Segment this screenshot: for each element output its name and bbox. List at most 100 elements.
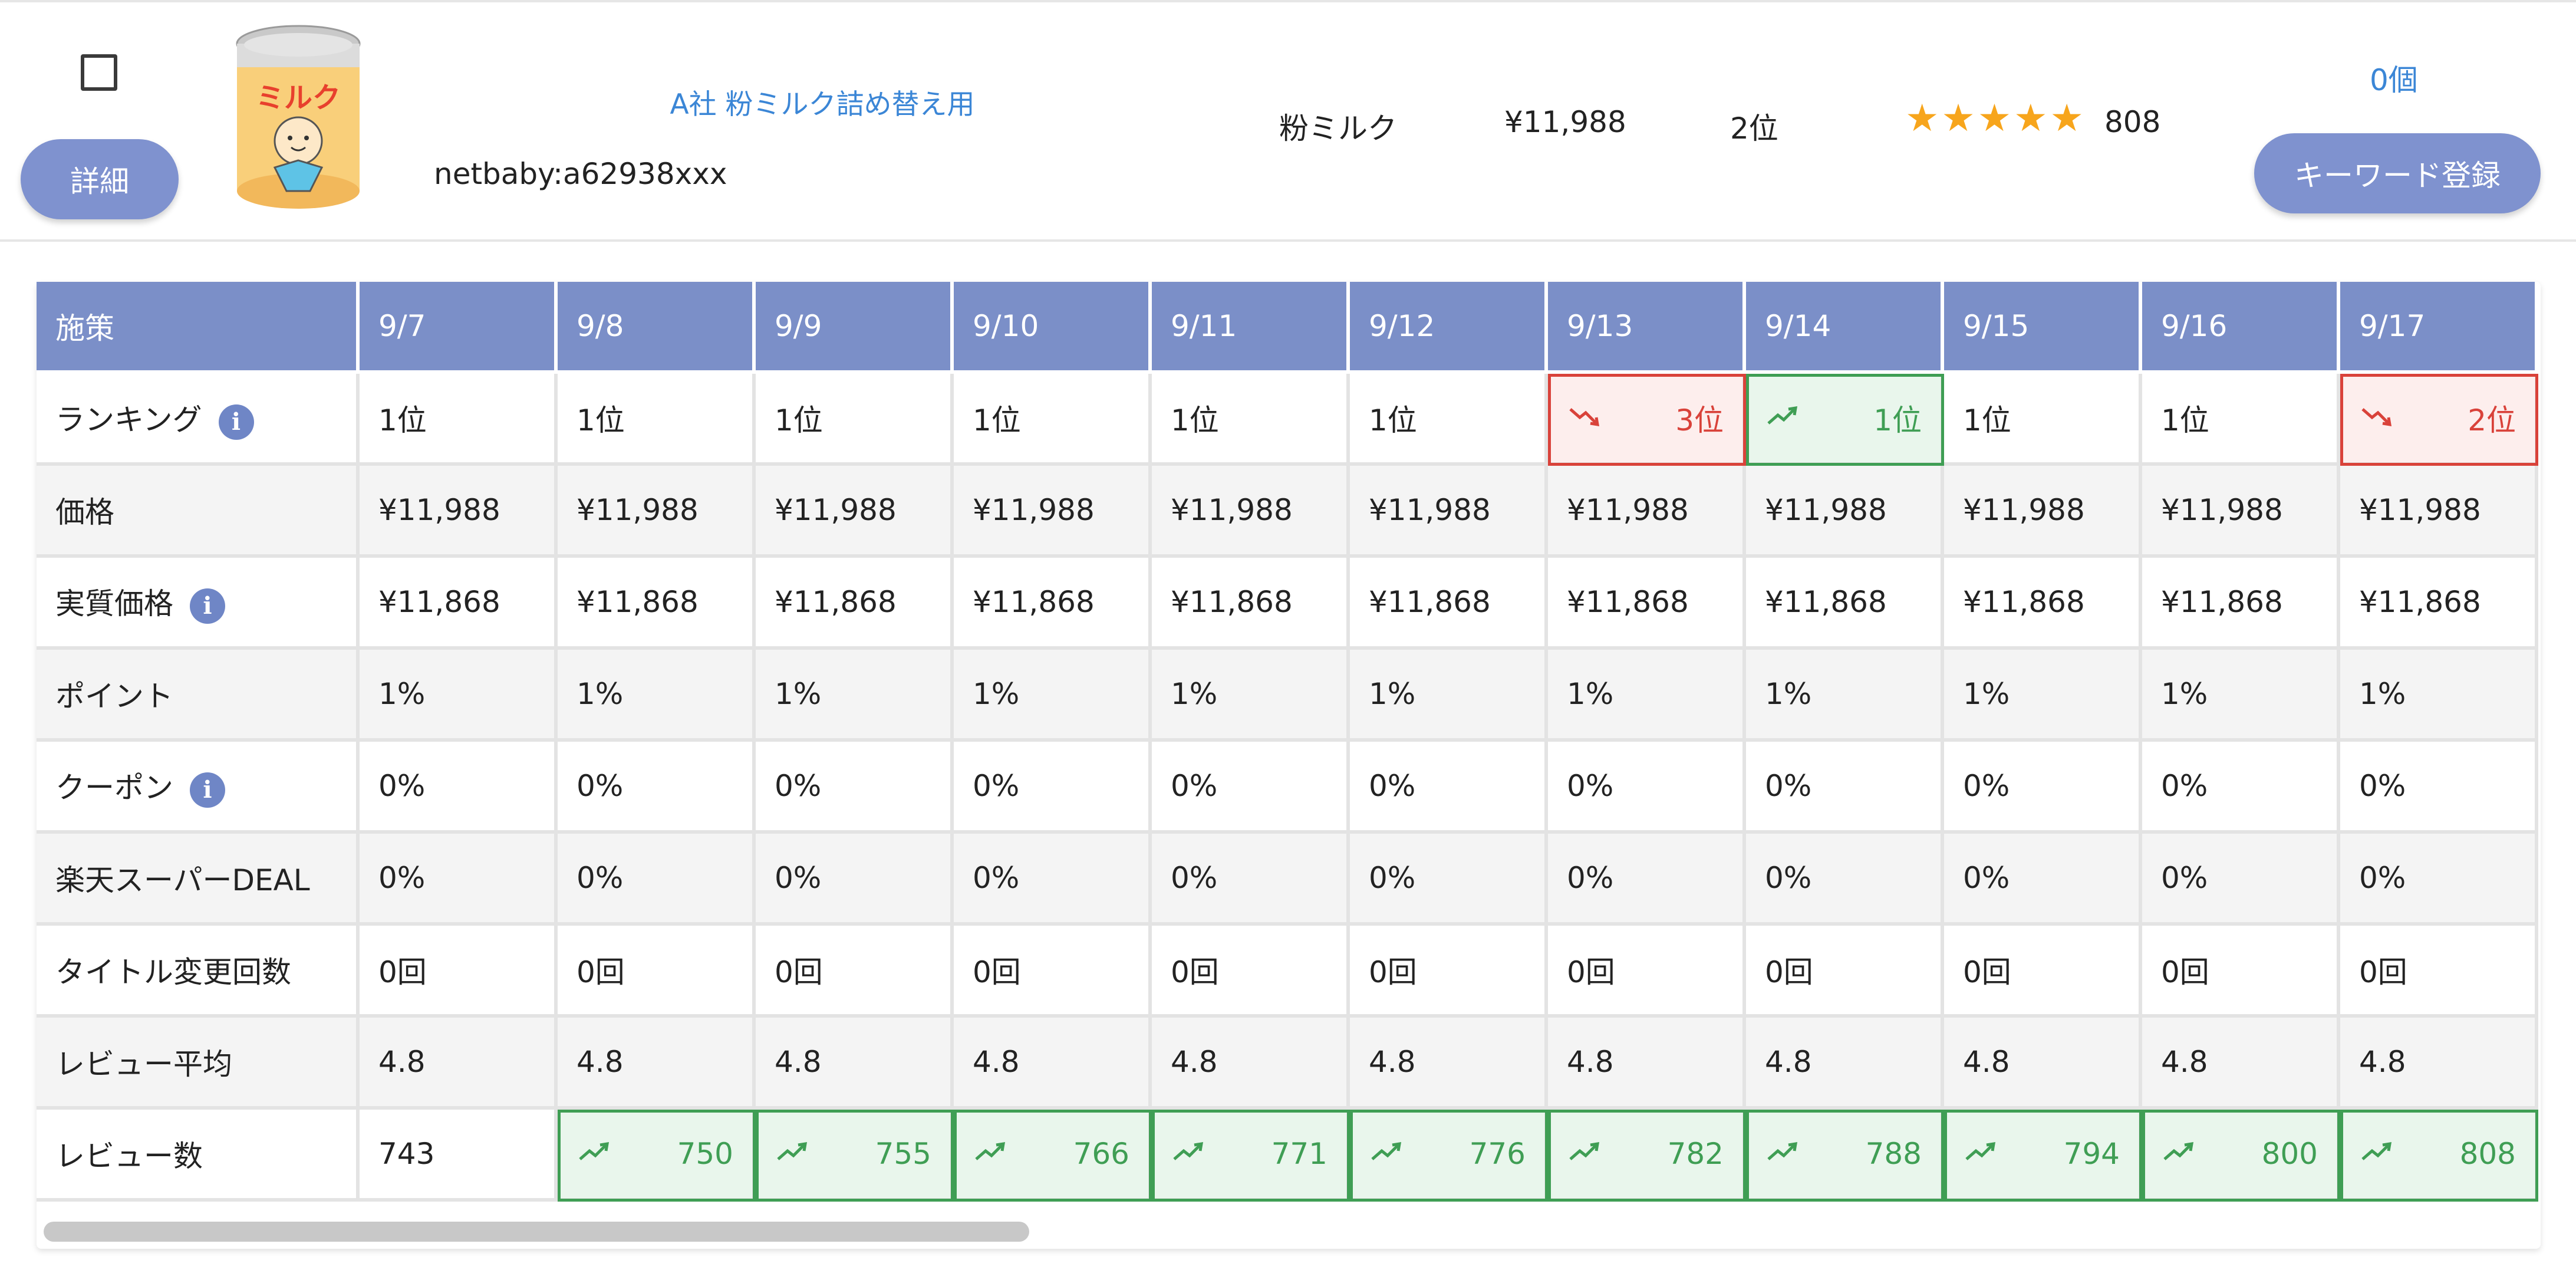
cell-value: 782 xyxy=(1667,1137,1724,1171)
info-icon[interactable]: i xyxy=(218,404,254,440)
date-header: 9/8 xyxy=(558,282,756,374)
table-row: レビュー数 743 750 755 766 771 776 782 788 794 800 808 xyxy=(37,1110,2538,1202)
row-label: レビュー数 xyxy=(55,1139,203,1173)
table-cell: 1% xyxy=(360,650,558,742)
table-cell: 1% xyxy=(558,650,756,742)
table-cell: 0% xyxy=(2142,742,2340,834)
cell-value: 766 xyxy=(1073,1137,1129,1171)
table-cell: 0回 xyxy=(1746,926,1944,1018)
table-row: ポイント 1% 1% 1% 1% 1% 1% 1% 1% 1% 1% 1% xyxy=(37,650,2538,742)
review-count: 808 xyxy=(2104,105,2161,139)
table-cell-trend-up: 782 xyxy=(1548,1110,1746,1202)
table-cell: 0回 xyxy=(1350,926,1548,1018)
table-cell: 743 xyxy=(360,1110,558,1202)
date-header: 9/15 xyxy=(1944,282,2142,374)
header-label-cell: 施策 xyxy=(37,282,360,374)
table-cell: 0回 xyxy=(756,926,954,1018)
table-row: 価格 ¥11,988 ¥11,988 ¥11,988 ¥11,988 ¥11,988 ¥11… xyxy=(37,466,2538,558)
table-cell: 4.8 xyxy=(1350,1018,1548,1110)
cell-value: 755 xyxy=(875,1137,931,1171)
table-cell: ¥11,868 xyxy=(1944,558,2142,650)
table-header-row: 施策 9/7 9/8 9/9 9/10 9/11 9/12 9/13 9/14 9/15 9/16 9… xyxy=(37,282,2538,374)
row-label-cell: 楽天スーパーDEAL xyxy=(37,834,360,926)
table-cell: 0% xyxy=(360,834,558,926)
select-checkbox[interactable] xyxy=(81,54,117,91)
product-price: ¥11,988 xyxy=(1504,105,1626,139)
row-label: ランキング xyxy=(55,403,202,437)
table-cell: 0% xyxy=(558,742,756,834)
row-label-cell: レビュー数 xyxy=(37,1110,360,1202)
row-label-cell: タイトル変更回数 xyxy=(37,926,360,1018)
table-cell: 1位 xyxy=(1350,374,1548,466)
keyword-register-button[interactable]: キーワード登録 xyxy=(2254,133,2541,213)
table-cell-trend-up: 794 xyxy=(1944,1110,2142,1202)
table-cell: 1位 xyxy=(1944,374,2142,466)
table-row: 楽天スーパーDEAL 0% 0% 0% 0% 0% 0% 0% 0% 0% 0% 0% xyxy=(37,834,2538,926)
date-header: 9/17 xyxy=(2340,282,2538,374)
table-cell: 0% xyxy=(954,742,1152,834)
table-cell: ¥11,988 xyxy=(1152,466,1350,558)
table-cell: ¥11,868 xyxy=(1350,558,1548,650)
table-cell: 1位 xyxy=(954,374,1152,466)
trend-up-icon xyxy=(1567,1137,1602,1171)
table-cell: 0% xyxy=(1944,742,2142,834)
table-cell: 0回 xyxy=(2340,926,2538,1018)
table-cell: 0回 xyxy=(1548,926,1746,1018)
table-cell: ¥11,988 xyxy=(558,466,756,558)
table-row: 実質価格 i ¥11,868 ¥11,868 ¥11,868 ¥11,868 ¥11,868… xyxy=(37,558,2538,650)
cell-value: 750 xyxy=(677,1137,733,1171)
product-name-link[interactable]: A社 粉ミルク詰め替え用 xyxy=(670,88,975,121)
table-cell-trend-up: 750 xyxy=(558,1110,756,1202)
trend-up-icon xyxy=(1765,401,1800,435)
table-cell: 1% xyxy=(1746,650,1944,742)
trend-down-icon xyxy=(1567,401,1602,435)
table-cell: ¥11,988 xyxy=(1944,466,2142,558)
product-rank: 2位 xyxy=(1730,111,1778,146)
date-header: 9/9 xyxy=(756,282,954,374)
scrollbar-thumb[interactable] xyxy=(44,1222,1029,1242)
table-cell: 1% xyxy=(954,650,1152,742)
table-row: ランキング i 1位 1位 1位 1位 1位 1位 3位 1位 1位 1位 2位 xyxy=(37,374,2538,466)
table-cell-trend-up: 788 xyxy=(1746,1110,1944,1202)
detail-button[interactable]: 詳細 xyxy=(21,139,179,219)
product-image: ミルク xyxy=(236,25,361,209)
row-label: 楽天スーパーDEAL xyxy=(55,863,310,897)
table-cell: 0% xyxy=(756,834,954,926)
table-cell: ¥11,988 xyxy=(756,466,954,558)
table-cell: ¥11,868 xyxy=(756,558,954,650)
table-cell: ¥11,868 xyxy=(360,558,558,650)
table-cell: 0% xyxy=(756,742,954,834)
stock-count-link[interactable]: 0個 xyxy=(2370,63,2418,97)
history-table: 施策 9/7 9/8 9/9 9/10 9/11 9/12 9/13 9/14 9/15 9/16 9… xyxy=(37,282,2538,1202)
row-label-cell: ポイント xyxy=(37,650,360,742)
date-header: 9/11 xyxy=(1152,282,1350,374)
table-cell-trend-up: 1位 xyxy=(1746,374,1944,466)
table-cell: 0% xyxy=(1350,742,1548,834)
table-cell: ¥11,988 xyxy=(360,466,558,558)
row-label: タイトル変更回数 xyxy=(55,955,291,989)
table-cell: ¥11,868 xyxy=(2142,558,2340,650)
date-header: 9/12 xyxy=(1350,282,1548,374)
table-cell: 1% xyxy=(2142,650,2340,742)
table-cell-trend-up: 771 xyxy=(1152,1110,1350,1202)
info-icon[interactable]: i xyxy=(190,772,225,808)
info-icon[interactable]: i xyxy=(190,588,225,624)
table-row: クーポン i 0% 0% 0% 0% 0% 0% 0% 0% 0% 0% 0% xyxy=(37,742,2538,834)
cell-value: 1位 xyxy=(1873,403,1922,437)
table-cell: 0% xyxy=(954,834,1152,926)
table-cell-trend-up: 755 xyxy=(756,1110,954,1202)
table-cell: 0% xyxy=(1944,834,2142,926)
table-cell: 0% xyxy=(2142,834,2340,926)
date-header: 9/16 xyxy=(2142,282,2340,374)
row-label-cell: レビュー平均 xyxy=(37,1018,360,1110)
table-cell: ¥11,868 xyxy=(2340,558,2538,650)
table-cell: ¥11,988 xyxy=(954,466,1152,558)
product-image-label: ミルク xyxy=(256,81,341,114)
row-label: ポイント xyxy=(55,679,173,713)
table-cell-trend-up: 776 xyxy=(1350,1110,1548,1202)
table-cell: ¥11,988 xyxy=(1746,466,1944,558)
table-cell: ¥11,868 xyxy=(1548,558,1746,650)
cell-value: 771 xyxy=(1271,1137,1327,1171)
table-cell: 4.8 xyxy=(756,1018,954,1110)
table-row: タイトル変更回数 0回 0回 0回 0回 0回 0回 0回 0回 0回 0回 0回 xyxy=(37,926,2538,1018)
